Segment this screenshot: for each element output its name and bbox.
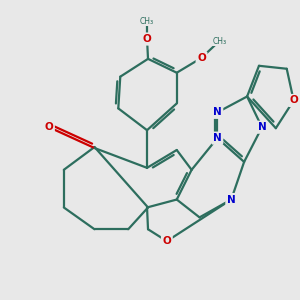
Text: N: N <box>213 133 222 143</box>
Text: N: N <box>213 107 222 117</box>
Text: O: O <box>289 95 298 106</box>
Text: O: O <box>45 122 53 132</box>
Text: O: O <box>143 34 152 44</box>
Text: N: N <box>258 122 266 132</box>
Text: O: O <box>197 53 206 63</box>
Text: O: O <box>163 236 171 246</box>
Text: CH₃: CH₃ <box>140 17 154 26</box>
Text: N: N <box>227 194 236 205</box>
Text: CH₃: CH₃ <box>212 37 226 46</box>
